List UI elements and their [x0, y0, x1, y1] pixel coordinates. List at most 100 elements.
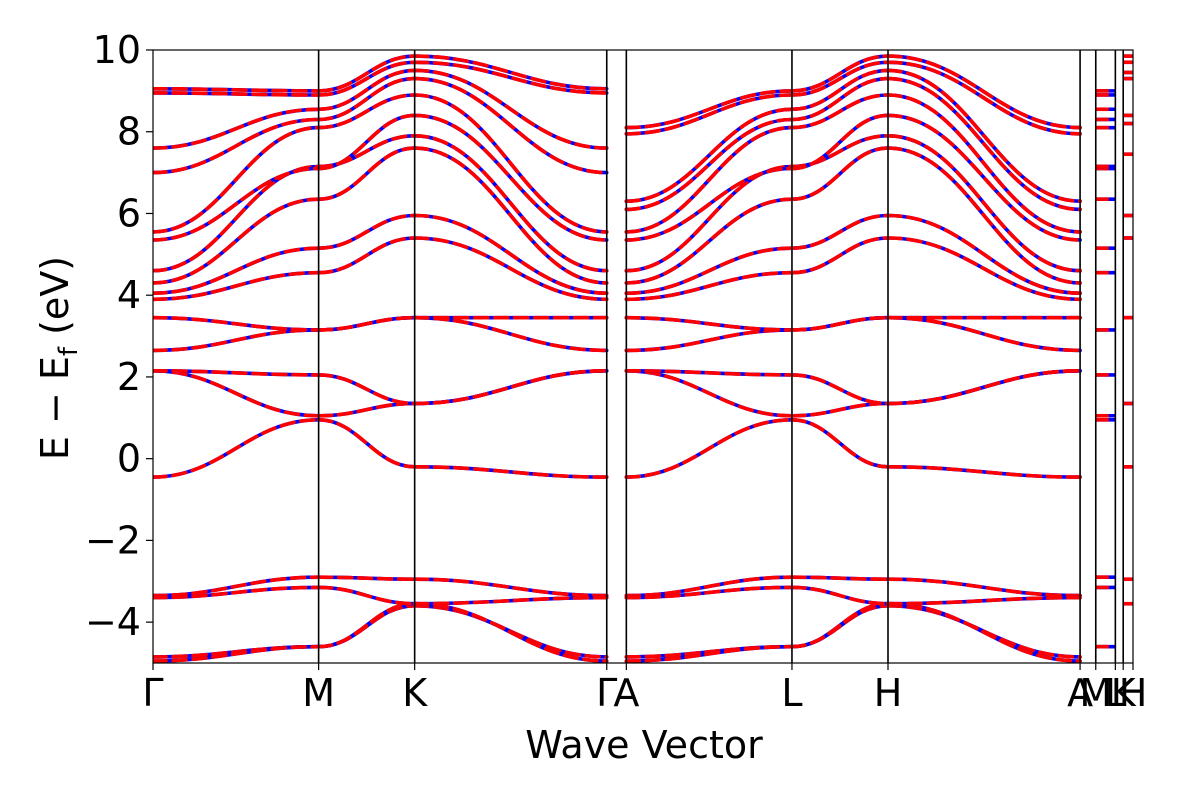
band-dashed-L-H-13 — [790, 113, 890, 171]
band-dashed-H-A-12 — [886, 134, 1082, 273]
band-dashed-H-A-9 — [886, 236, 1082, 302]
band-dashed-K-Γ-16 — [412, 68, 609, 150]
band-dashed-Γ-M-14 — [153, 125, 321, 234]
x-tick-label-4: A — [613, 671, 639, 715]
band-dashed-L-H-3 — [790, 585, 890, 606]
band-dashed-A-L-6 — [624, 369, 794, 377]
band-dashed-A-L-18 — [624, 89, 794, 130]
band-dashed-L-H-2 — [790, 575, 890, 581]
band-dashed-Γ-M-13 — [153, 166, 321, 242]
band-dashed-Γ-M-2 — [153, 575, 321, 598]
band-dashed-L-H-16 — [790, 68, 890, 112]
band-dashed-A-L-8 — [624, 315, 794, 332]
band-dashed-A-L-16 — [624, 107, 794, 203]
band-dashed-M-K-14 — [316, 93, 417, 130]
band-dashed-M-K-9 — [316, 236, 417, 275]
band-dashed-H-A-11 — [886, 146, 1082, 285]
band-dashed-L-H-8 — [790, 315, 890, 332]
y-tick-label-0: −4 — [85, 600, 141, 644]
band-dashed-H-A-14 — [886, 93, 1082, 234]
band-dashed-L-H-14 — [790, 93, 890, 130]
y-tick-label-6: 8 — [117, 110, 141, 154]
band-dashed-L-H-9 — [790, 236, 890, 275]
kpoint-lines — [317, 50, 1124, 663]
x-axis-label: Wave Vector — [525, 723, 763, 767]
band-dashed-A-L-13 — [624, 166, 794, 242]
band-dashed-M-K-18 — [316, 54, 417, 93]
band-dashed-Γ-M-15 — [153, 117, 321, 175]
band-dashed-H-A-6 — [886, 369, 1082, 406]
band-dashed-Γ-M-18 — [153, 87, 321, 93]
band-dashed-A-L-10 — [624, 246, 794, 295]
band-dashed-H-A-10 — [886, 213, 1082, 295]
band-dashed-K-Γ-13 — [412, 113, 609, 242]
plot-frame — [152, 49, 1134, 664]
band-dashed-K-Γ-14 — [412, 93, 609, 234]
band-dashed-M-K-17 — [316, 60, 417, 97]
band-dashed-L-H-1 — [790, 601, 890, 649]
band-dashed-K-Γ-12 — [412, 134, 609, 273]
band-dashed-M-K-13 — [316, 113, 417, 171]
y-axis-label: E − Ef (eV) — [33, 256, 84, 460]
y-axis-label-suffix: (eV) — [33, 256, 77, 347]
band-dashed-H-A-1 — [886, 601, 1082, 663]
band-dashed-A-L-9 — [624, 270, 794, 302]
band-dashed-A-L-15 — [624, 117, 794, 212]
x-tick-label-9: L — [1105, 671, 1126, 715]
x-tick-label-7: A — [1067, 671, 1093, 715]
band-dashed-A-L-2 — [624, 575, 794, 598]
x-tick-label-11: H — [1119, 671, 1148, 715]
bands-layer — [153, 54, 1133, 663]
band-dashed-Γ-M-3 — [153, 585, 321, 600]
band-dashed-L-H-18 — [790, 54, 890, 93]
band-dashed-Γ-M-10 — [153, 246, 321, 295]
band-dashed-K-Γ-4 — [412, 465, 609, 479]
band-dashed-A-L-14 — [624, 125, 794, 234]
band-dashed-Γ-M-6 — [153, 369, 321, 377]
x-tick-label-5: L — [781, 671, 802, 715]
band-dashed-K-Γ-3 — [412, 595, 609, 606]
band-dashed-Γ-M-11 — [153, 197, 321, 285]
band-dashed-Γ-M-1 — [153, 644, 321, 663]
y-axis: −4 −2 0 2 4 6 8 10 — [85, 28, 153, 644]
band-dashed-H-A-2 — [886, 577, 1082, 598]
band-dashed-L-H-4 — [790, 418, 890, 469]
band-dashed-K-Γ-18 — [412, 54, 609, 91]
band-dashed-K-Γ-1 — [412, 601, 609, 663]
y-tick-label-1: −2 — [85, 518, 141, 562]
band-dashed-L-H-6 — [790, 373, 890, 406]
band-dashed-K-Γ-9 — [412, 236, 609, 302]
band-dashed-M-K-16 — [316, 68, 417, 112]
y-tick-label-3: 2 — [117, 355, 141, 399]
band-dashed-L-H-10 — [790, 213, 890, 250]
band-dashed-M-K-2 — [316, 575, 417, 581]
x-tick-label-3: Γ — [596, 671, 617, 715]
band-dashed-L-H-11 — [790, 146, 890, 201]
band-dashed-H-A-17 — [886, 60, 1082, 136]
band-dashed-H-A-4 — [886, 465, 1082, 479]
band-dashed-K-Γ-11 — [412, 146, 609, 285]
band-dashed-Γ-M-8 — [153, 315, 321, 332]
band-dashed-A-L-1 — [624, 644, 794, 663]
band-dashed-Γ-M-17 — [153, 91, 321, 97]
y-tick-label-7: 10 — [93, 28, 141, 72]
band-dashed-M-K-1 — [316, 601, 417, 649]
band-dashed-L-H-15 — [790, 76, 890, 122]
band-dashed-Γ-M-4 — [153, 418, 321, 479]
x-tick-label-6: H — [874, 671, 903, 715]
band-dashed-K-Γ-6 — [412, 369, 609, 406]
band-dashed-H-A-3 — [886, 595, 1082, 606]
band-dashed-H-A-18 — [886, 54, 1082, 130]
band-dashed-M-K-10 — [316, 213, 417, 250]
band-dashed-Γ-M-9 — [153, 270, 321, 302]
band-dashed-L-H-17 — [790, 60, 890, 97]
band-dashed-K-Γ-17 — [412, 60, 609, 95]
band-dashed-M-K-3 — [316, 585, 417, 606]
x-tick-label-0: Γ — [142, 671, 163, 715]
y-tick-label-4: 4 — [117, 273, 141, 317]
band-dashed-M-K-8 — [316, 315, 417, 332]
band-dashed-H-A-15 — [886, 76, 1082, 212]
band-dashed-M-K-11 — [316, 146, 417, 201]
